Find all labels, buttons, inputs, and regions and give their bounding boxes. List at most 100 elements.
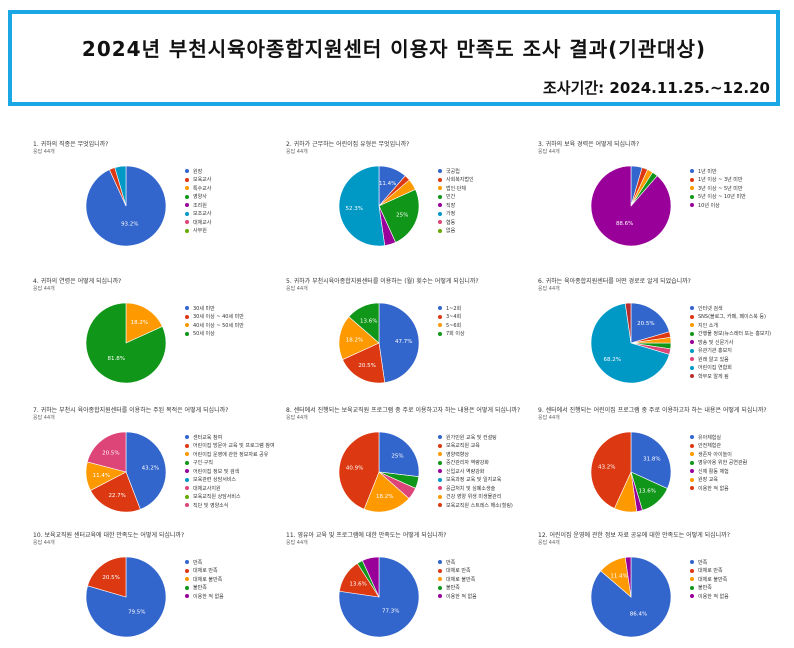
pie-chart: 88.6% <box>590 165 672 247</box>
legend-label: 1년 이상 ~ 3년 미만 <box>698 177 743 184</box>
legend-item: 영양력향상 <box>438 450 513 459</box>
legend-item: 어린이집 연합회 <box>690 364 771 373</box>
legend-label: 원가민원 교육 및 컨설팅 <box>446 434 497 441</box>
legend-swatch <box>185 306 189 311</box>
pie-slice <box>590 431 632 509</box>
legend-swatch <box>438 494 442 499</box>
legend-label: 보육관련 상담서비스 <box>193 477 236 484</box>
legend-item: 대체로 불만족 <box>185 575 224 584</box>
legend-item: 이용한 적 없음 <box>438 592 477 601</box>
chart-title: 12. 어린이집 운영에 관한 정보 자료 공유에 대한 만족도는 어떻게 되십… <box>538 532 730 539</box>
legend-swatch <box>185 331 189 336</box>
legend-item: 민간 <box>438 193 474 202</box>
legend-swatch <box>690 177 694 182</box>
legend-label: 대체교사 <box>193 219 212 226</box>
legend-label: 5년 이상 ~ 10년 미만 <box>698 194 746 201</box>
legend-label: 대체로 불만족 <box>193 576 223 583</box>
slice-label: 31.8% <box>643 457 660 463</box>
legend-item: 방송 및 신문기사 <box>690 338 771 347</box>
pie-slice <box>378 189 420 243</box>
legend-item: 대체교사 <box>185 218 211 227</box>
pie-slice <box>378 431 420 477</box>
legend-label: 만족 <box>698 559 708 566</box>
legend-item: 이용한 적 없음 <box>690 484 747 493</box>
legend-swatch <box>690 469 694 474</box>
legend-label: 없음 <box>446 228 456 235</box>
legend-label: 유관기관 홍보지 <box>698 348 732 355</box>
legend-swatch <box>690 568 694 573</box>
legend-label: 안전체험관 <box>698 443 722 450</box>
legend-swatch <box>185 560 189 565</box>
legend-swatch <box>185 435 189 440</box>
pie-chart: 77.3% 13.6% <box>338 556 420 638</box>
legend-label: 어린이집 연합회 <box>698 365 732 372</box>
legend-item: 대체로 만족 <box>438 567 477 576</box>
legend-item: 보육교직원 스트레스 해소(힐링) <box>438 501 513 510</box>
legend-label: 신입교사 역량강화 <box>446 468 485 475</box>
response-count: 응답 44개 <box>286 540 308 546</box>
legend-swatch <box>185 194 189 199</box>
pie-slice <box>125 431 167 510</box>
pie-chart: 11.4% 25% 52.3% <box>338 165 420 247</box>
pie-slice <box>338 316 380 360</box>
chart-panel: 9. 센터에서 진행되는 어린이집 프로그램 중 주로 이용하고자 하는 내용은… <box>538 405 788 523</box>
legend-label: 법인·단체 <box>446 185 466 192</box>
response-count: 응답 44개 <box>33 286 55 292</box>
legend-label: 직장 <box>446 202 456 209</box>
pie-slice <box>86 431 127 473</box>
legend-swatch <box>185 203 189 208</box>
legend-item: 지인 소개 <box>690 321 771 330</box>
response-count: 응답 44개 <box>538 149 560 155</box>
legend-item: 만족 <box>690 558 729 567</box>
response-count: 응답 44개 <box>538 415 560 421</box>
slice-label: 18.2% <box>346 337 363 343</box>
legend-swatch <box>185 169 189 174</box>
legend-item: 센터교육 참여 <box>185 433 275 442</box>
chart-panel: 11. 영유아 교육 및 프로그램에 대한 만족도는 어떻게 되십니까? 응답 4… <box>286 530 536 648</box>
legend-label: 구인·구직 <box>193 460 213 467</box>
pie-slice <box>125 302 163 344</box>
chart-legend: 만족 대체로 만족 대체로 불만족 불만족 이용한 적 없음 <box>438 558 477 601</box>
legend-item: 1년 이상 ~ 3년 미만 <box>690 176 746 185</box>
chart-panel: 4. 귀하의 연령은 어떻게 되십니까? 응답 44개 18.2% 81.8% 30세 … <box>33 276 283 394</box>
slice-label: 11.4% <box>379 181 396 187</box>
legend-label: 신체 활동 체험 <box>698 468 729 475</box>
legend-swatch <box>690 460 694 465</box>
legend-label: 가정 <box>446 211 456 218</box>
legend-item: 대체교사지원 <box>185 484 275 493</box>
chart-legend: 유아체험실 안전체험관 생존자 아이놀이 영유아용 위한 공연관람 신체 활동 체험 원장… <box>690 433 747 493</box>
chart-title: 8. 센터에서 진행되는 보육교직원 프로그램 중 주로 이용하고자 하는 내용… <box>286 407 521 414</box>
legend-swatch <box>690 585 694 590</box>
legend-label: 영양력향상 <box>446 451 470 458</box>
legend-swatch <box>438 477 442 482</box>
legend-item: 5~6회 <box>438 321 465 330</box>
slice-label: 88.6% <box>616 221 633 227</box>
legend-item: 3년 이상 ~ 5년 미만 <box>690 184 746 193</box>
pie-chart: 93.2% <box>85 165 167 247</box>
response-count: 응답 44개 <box>286 149 308 155</box>
legend-label: 인터넷 검색 <box>698 305 723 312</box>
legend-label: 어린이집 운영에 관한 정보자료 공유 <box>193 451 269 458</box>
legend-swatch <box>185 452 189 457</box>
chart-panel: 3. 귀하의 보육 경력은 어떻게 되십니까? 응답 44개 88.6% 1년 미만 1… <box>538 139 788 257</box>
legend-label: 이용한 적 없음 <box>446 593 477 600</box>
legend-item: 인터넷 검색 <box>690 304 771 313</box>
legend-swatch <box>438 568 442 573</box>
legend-label: 3~4회 <box>446 314 462 321</box>
legend-label: 보육교직원 스트레스 해소(힐링) <box>446 502 513 509</box>
chart-legend: 만족 대체로 만족 대체로 불만족 불만족 이용한 적 없음 <box>690 558 729 601</box>
legend-label: 보육교직원 교육 <box>446 443 480 450</box>
pie-slice <box>624 556 632 598</box>
pie-slice <box>590 303 670 384</box>
legend-swatch <box>438 460 442 465</box>
slice-label: 68.2% <box>603 357 620 363</box>
legend-item: 어린이집 정보 및 검색 <box>185 467 275 476</box>
legend-label: 중간관리자 역량강화 <box>446 460 489 467</box>
pie-slice <box>378 302 420 383</box>
legend-label: 불만족 <box>446 585 460 592</box>
pie-slice <box>114 165 127 207</box>
legend-swatch <box>185 577 189 582</box>
pie-chart: 18.2% 81.8% <box>85 302 167 384</box>
slice-label: 20.5% <box>358 363 375 369</box>
legend-swatch <box>185 177 189 182</box>
